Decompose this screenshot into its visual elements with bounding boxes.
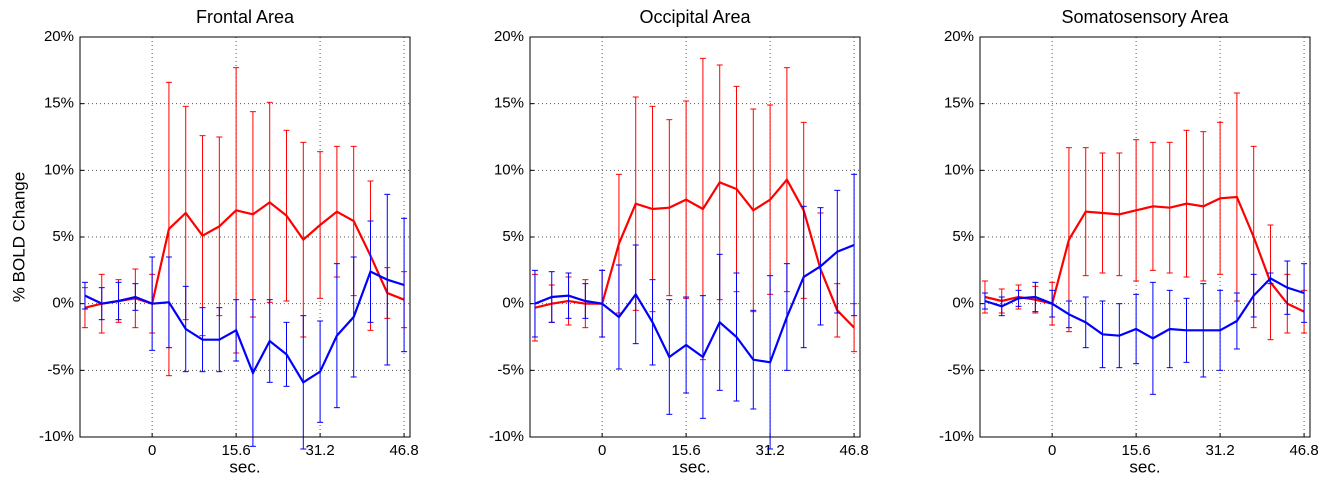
x-tick-label: 15.6 [1122,442,1151,459]
y-tick-label: 15% [494,95,524,112]
y-tick-label: 0% [502,295,524,312]
y-tick-label: -10% [489,428,524,445]
x-tick-label: 15.6 [672,442,701,459]
y-tick-label: 5% [952,228,974,245]
x-tick-label: 31.2 [305,442,334,459]
x-tick-label: 46.8 [839,442,868,459]
x-tick-label: 0 [598,442,606,459]
panel: Frontal Area sec. % BOLD Change -10% -5% 0% 5%… [9,7,418,477]
x-axis-label: sec. [1129,457,1160,476]
y-axis-label: % BOLD Change [9,172,28,302]
panel-title: Somatosensory Area [1061,7,1229,27]
y-tick-label: -5% [497,361,524,378]
data-line [984,195,1305,313]
x-tick-label: 31.2 [755,442,784,459]
y-tick-label: -10% [39,428,74,445]
y-tick-label: 10% [44,161,74,178]
y-tick-label: 10% [494,161,524,178]
x-tick-label: 46.8 [389,442,418,459]
y-tick-label: -5% [947,361,974,378]
panel: Occipital Area sec. -10% -5% 0% 5% 10% 15% 20% 0 1… [489,7,869,477]
panel: Somatosensory Area sec. -10% -5% 0% 5% 10% 15% 2… [939,7,1319,477]
y-tick-label: 10% [944,161,974,178]
y-tick-label: -5% [47,361,74,378]
y-tick-label: 20% [944,28,974,45]
y-tick-label: 15% [44,95,74,112]
x-axis-label: sec. [229,457,260,476]
x-tick-label: 31.2 [1205,442,1234,459]
y-tick-label: 20% [44,28,74,45]
plot-frame [979,36,1311,438]
plot-frame [79,36,411,438]
y-tick-label: 5% [52,228,74,245]
data-line [984,276,1305,340]
x-tick-label: 0 [1048,442,1056,459]
data-line [84,200,405,309]
x-axis-label: sec. [679,457,710,476]
y-tick-label: 0% [952,295,974,312]
y-tick-label: 5% [502,228,524,245]
x-tick-label: 0 [148,442,156,459]
y-tick-label: 15% [944,95,974,112]
y-tick-label: 20% [494,28,524,45]
panel-title: Frontal Area [196,7,295,27]
y-tick-label: 0% [52,295,74,312]
panel-title: Occipital Area [639,7,751,27]
data-line [534,243,855,364]
y-tick-label: -10% [939,428,974,445]
data-line [84,270,405,384]
plot-frame [529,36,861,438]
x-tick-label: 46.8 [1289,442,1318,459]
data-line [534,177,855,329]
x-tick-label: 15.6 [222,442,251,459]
